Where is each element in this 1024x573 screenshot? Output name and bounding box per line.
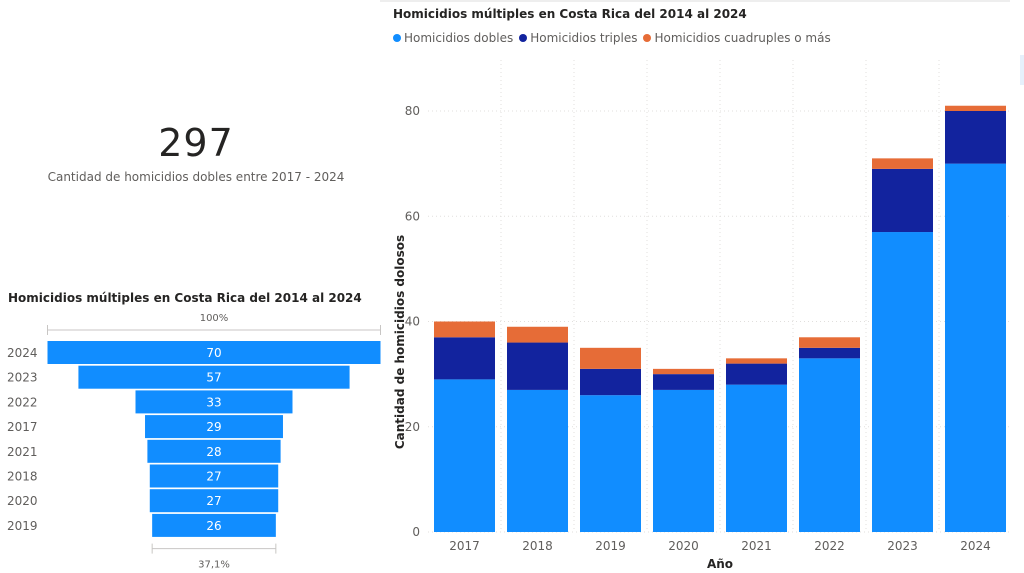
bar-triples-2017 bbox=[434, 337, 495, 380]
x-tick-label: 2020 bbox=[668, 539, 699, 553]
legend-label: Homicidios dobles bbox=[404, 31, 514, 45]
bar-cuadruples-2022 bbox=[799, 337, 860, 348]
x-tick-label: 2024 bbox=[960, 539, 991, 553]
funnel-bar-2022 bbox=[135, 390, 293, 414]
y-tick-label: 40 bbox=[405, 315, 420, 329]
funnel-category-label: 2022 bbox=[7, 395, 38, 409]
bar-dobles-2023 bbox=[872, 232, 933, 532]
y-tick-label: 60 bbox=[405, 209, 420, 223]
bar-cuadruples-2018 bbox=[507, 326, 568, 343]
bar-dobles-2021 bbox=[726, 384, 787, 532]
funnel-bar-value: 70 bbox=[206, 346, 221, 360]
funnel-title: Homicidios múltiples en Costa Rica del 2… bbox=[8, 291, 362, 305]
legend-dot-cuadruples-icon bbox=[643, 34, 652, 42]
x-tick-label: 2022 bbox=[814, 539, 845, 553]
bar-dobles-2020 bbox=[653, 389, 714, 532]
funnel-category-label: 2019 bbox=[7, 519, 38, 533]
bar-triples-2019 bbox=[580, 368, 641, 396]
funnel-category-label: 2024 bbox=[7, 346, 38, 360]
funnel-bar-value: 27 bbox=[206, 494, 221, 508]
kpi-value: 297 bbox=[158, 121, 234, 165]
bar-triples-2023 bbox=[872, 168, 933, 233]
y-tick-label: 80 bbox=[405, 104, 420, 118]
funnel-category-label: 2021 bbox=[7, 445, 38, 459]
bar-triples-2022 bbox=[799, 347, 860, 359]
legend-dot-triples-icon bbox=[519, 34, 528, 42]
kpi-label: Cantidad de homicidios dobles entre 2017… bbox=[47, 170, 345, 184]
y-tick-label: 0 bbox=[412, 525, 420, 539]
bar-dobles-2024 bbox=[945, 163, 1006, 532]
funnel-bar-value: 57 bbox=[206, 371, 221, 385]
bar-dobles-2019 bbox=[580, 395, 641, 532]
stacked-bar-chart: 0 20 40 60 80 2017 2018 2019 2020 2021 2022 2023 202… bbox=[393, 60, 1012, 571]
legend: Homicidios dobles Homicidios triples Hom… bbox=[393, 31, 831, 45]
bar-triples-2020 bbox=[653, 374, 714, 390]
bar-triples-2021 bbox=[726, 363, 787, 385]
funnel-bar-2018 bbox=[149, 464, 279, 488]
funnel-bar-value: 29 bbox=[206, 420, 221, 434]
legend-item-cuadruples[interactable]: Homicidios cuadruples o más bbox=[643, 31, 831, 45]
x-axis-title: Año bbox=[707, 557, 733, 571]
legend-label: Homicidios triples bbox=[530, 31, 638, 45]
funnel-bar-2023 bbox=[78, 365, 350, 389]
bar-cuadruples-2023 bbox=[872, 158, 933, 169]
funnel-category-label: 2018 bbox=[7, 470, 38, 484]
kpi-card: 297 Cantidad de homicidios dobles entre … bbox=[0, 118, 392, 184]
bar-dobles-2017 bbox=[434, 379, 495, 532]
y-tick-label: 20 bbox=[405, 420, 420, 434]
legend-label: Homicidios cuadruples o más bbox=[654, 31, 831, 45]
x-tick-label: 2023 bbox=[887, 539, 918, 553]
funnel-bar-2024 bbox=[47, 341, 381, 364]
bar-triples-2018 bbox=[507, 342, 568, 390]
scrollbar[interactable] bbox=[1020, 55, 1024, 85]
funnel-bar-2017 bbox=[145, 415, 283, 439]
funnel-bar-value: 28 bbox=[206, 445, 221, 459]
funnel-chart: 100% 70 2024 57 2023 33 2022 29 2017 28 2021 27 2018… bbox=[7, 313, 381, 571]
bar-cuadruples-2019 bbox=[580, 347, 641, 369]
bar-cuadruples-2024 bbox=[945, 105, 1006, 111]
funnel-top-percent: 100% bbox=[200, 313, 229, 324]
x-tick-label: 2018 bbox=[522, 539, 553, 553]
x-tick-label: 2017 bbox=[449, 539, 480, 553]
funnel-bar-2021 bbox=[147, 439, 281, 463]
funnel-bar-value: 26 bbox=[206, 519, 221, 533]
funnel-category-label: 2023 bbox=[7, 371, 38, 385]
x-tick-label: 2021 bbox=[741, 539, 772, 553]
bar-dobles-2018 bbox=[507, 389, 568, 532]
bar-triples-2024 bbox=[945, 111, 1006, 164]
funnel-bar-value: 27 bbox=[206, 470, 221, 484]
legend-item-dobles[interactable]: Homicidios dobles bbox=[393, 31, 513, 45]
funnel-category-label: 2017 bbox=[7, 420, 38, 434]
legend-dot-dobles-icon bbox=[393, 34, 401, 42]
top-divider bbox=[380, 0, 1010, 2]
chart-title: Homicidios múltiples en Costa Rica del 2… bbox=[393, 7, 747, 21]
funnel-bar-2020 bbox=[149, 489, 279, 513]
bar-cuadruples-2017 bbox=[434, 321, 495, 338]
bar-dobles-2022 bbox=[799, 358, 860, 532]
funnel-bottom-percent: 37,1% bbox=[198, 560, 230, 571]
y-axis-title: Cantidad de homicidios dolosos bbox=[393, 235, 407, 449]
funnel-bar-value: 33 bbox=[206, 395, 221, 409]
funnel-category-label: 2020 bbox=[7, 494, 38, 508]
bar-cuadruples-2020 bbox=[653, 368, 714, 375]
x-tick-label: 2019 bbox=[595, 539, 626, 553]
funnel-bar-2019 bbox=[152, 513, 276, 537]
bar-cuadruples-2021 bbox=[726, 358, 787, 364]
legend-item-triples[interactable]: Homicidios triples bbox=[519, 31, 637, 45]
